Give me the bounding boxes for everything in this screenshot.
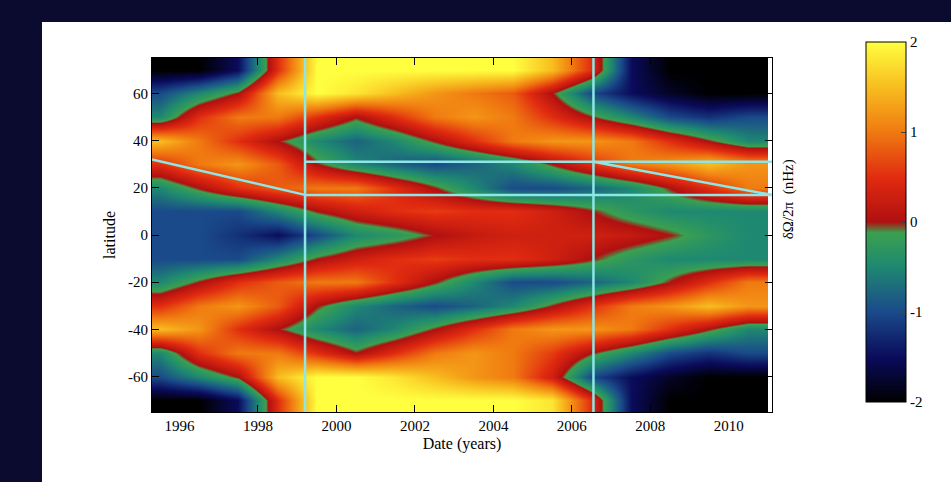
svg-text:1: 1 [910, 124, 918, 140]
svg-text:latitude: latitude [101, 211, 118, 259]
svg-text:-40: -40 [128, 322, 148, 338]
svg-text:δΩ/2π (nHz): δΩ/2π (nHz) [780, 159, 797, 239]
svg-text:2008: 2008 [635, 418, 665, 434]
svg-text:2006: 2006 [557, 418, 588, 434]
svg-text:2004: 2004 [478, 418, 509, 434]
svg-text:-1: -1 [910, 304, 923, 320]
svg-text:2010: 2010 [714, 418, 744, 434]
svg-text:40: 40 [133, 133, 148, 149]
svg-text:2000: 2000 [321, 418, 351, 434]
svg-text:0: 0 [910, 214, 918, 230]
svg-text:1998: 1998 [243, 418, 273, 434]
svg-text:-60: -60 [128, 369, 148, 385]
svg-text:-20: -20 [128, 274, 148, 290]
svg-text:1996: 1996 [164, 418, 195, 434]
svg-text:2002: 2002 [400, 418, 430, 434]
svg-text:-2: -2 [910, 394, 923, 410]
svg-text:60: 60 [133, 86, 148, 102]
svg-text:0: 0 [141, 227, 149, 243]
svg-text:2: 2 [910, 34, 918, 50]
svg-text:20: 20 [133, 180, 148, 196]
svg-text:Date (years): Date (years) [423, 435, 502, 453]
